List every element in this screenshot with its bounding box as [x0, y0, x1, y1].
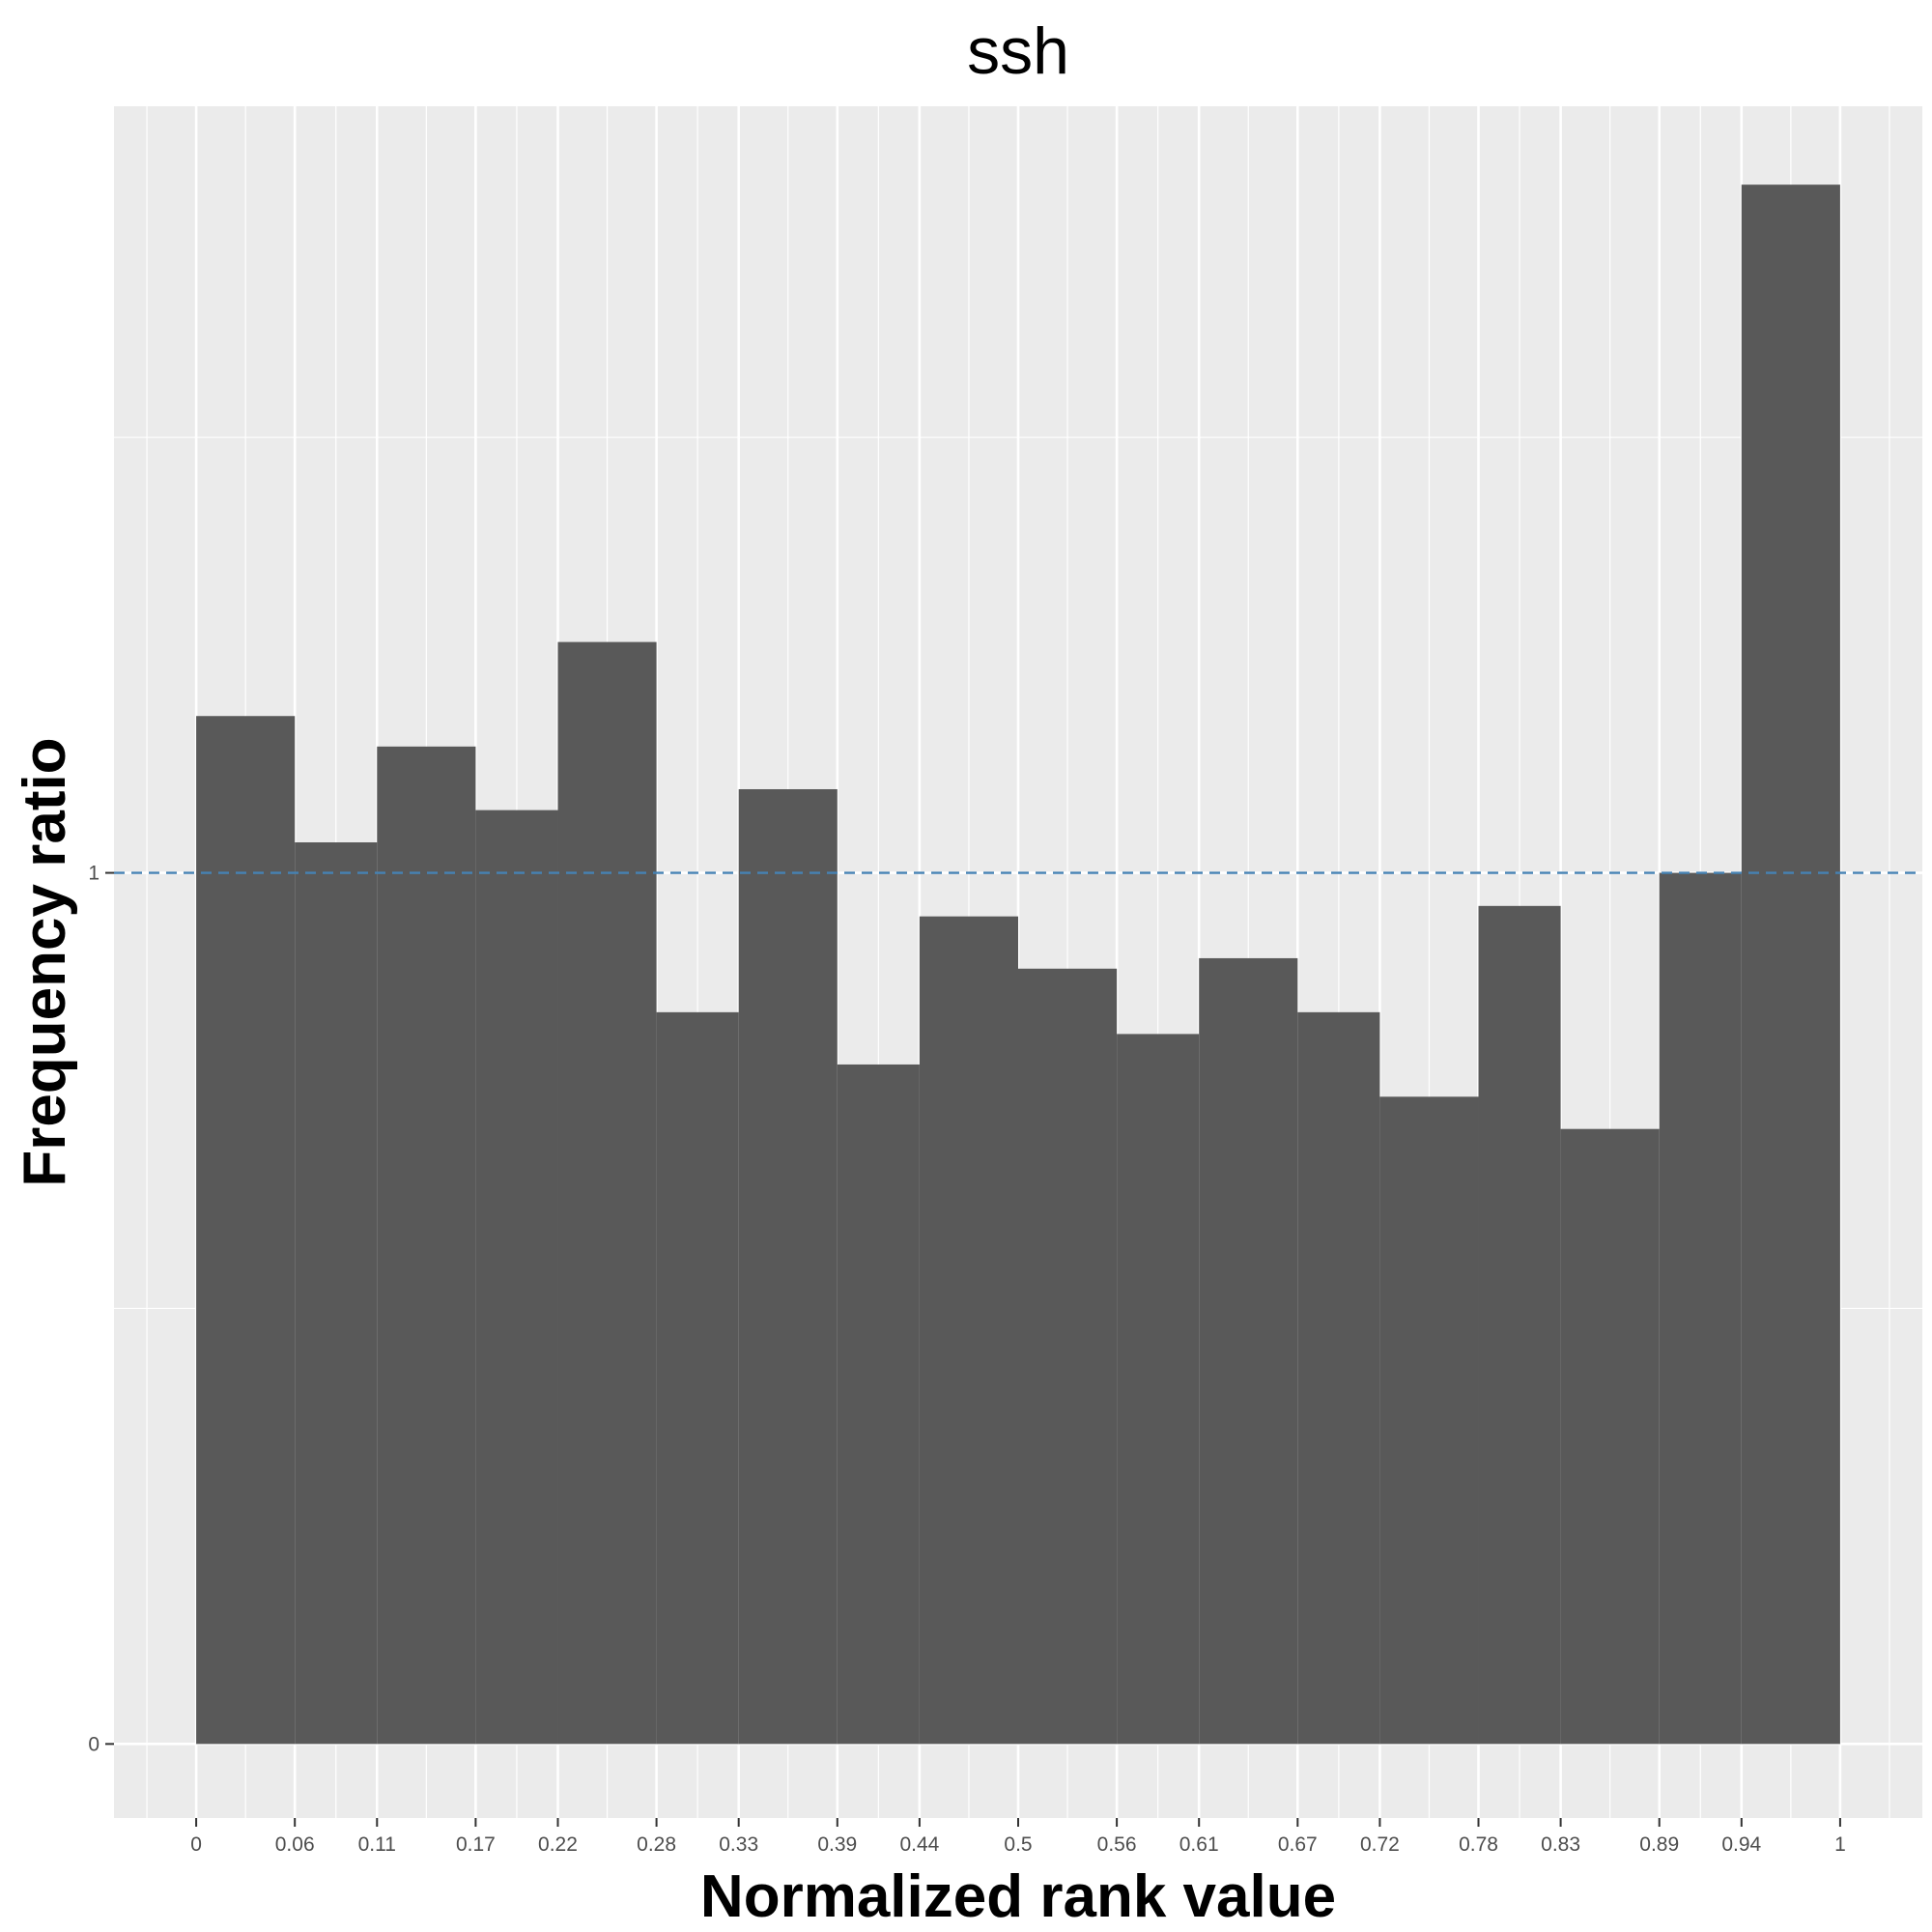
x-tick-label: 1	[1834, 1833, 1846, 1856]
histogram-bar	[295, 842, 378, 1745]
x-axis-label: Normalized rank value	[700, 1863, 1336, 1930]
x-tick-label: 0.11	[358, 1833, 396, 1856]
histogram-bar	[1199, 957, 1298, 1745]
x-tick-label: 0.67	[1278, 1833, 1318, 1856]
histogram-bar	[738, 788, 838, 1745]
bars	[196, 185, 1840, 1745]
histogram-bar	[1117, 1034, 1200, 1745]
x-tick-label: 0.33	[719, 1833, 758, 1856]
x-tick-label: 0.83	[1541, 1833, 1580, 1856]
histogram-bar	[196, 716, 296, 1745]
x-tick-label: 0.61	[1179, 1833, 1219, 1856]
histogram-bar	[1379, 1096, 1479, 1745]
y-tick-label: 0	[88, 1733, 99, 1755]
y-axis-label: Frequency ratio	[12, 737, 78, 1186]
histogram-bar	[919, 916, 1018, 1745]
x-axis-ticks: 0 0.06 0.11 0.17 0.22 0.28 0.33 0.39 0.44 0.5 0.56…	[190, 1818, 1846, 1856]
x-tick-label: 0.78	[1459, 1833, 1498, 1856]
histogram-bar	[475, 810, 558, 1745]
x-tick-label: 0.56	[1097, 1833, 1137, 1856]
histogram-bar	[656, 1011, 739, 1745]
histogram-bar	[1297, 1011, 1380, 1745]
x-tick-label: 0	[190, 1833, 202, 1856]
histogram-bar	[837, 1064, 920, 1745]
y-tick-label: 1	[88, 863, 99, 885]
histogram-bar	[1560, 1128, 1660, 1745]
x-tick-label: 0.44	[899, 1833, 939, 1856]
x-tick-label: 0.39	[817, 1833, 857, 1856]
histogram-bar	[1741, 185, 1840, 1745]
x-tick-label: 0.89	[1639, 1833, 1679, 1856]
x-tick-label: 0.06	[275, 1833, 315, 1856]
histogram-bar	[1659, 872, 1742, 1745]
histogram-bar	[557, 641, 657, 1745]
histogram-bar	[1478, 905, 1561, 1745]
histogram-bar	[1018, 968, 1118, 1745]
x-tick-label: 0.22	[538, 1833, 578, 1856]
histogram-bar	[377, 746, 476, 1745]
x-tick-label: 0.72	[1360, 1833, 1400, 1856]
y-axis-ticks: 01	[88, 863, 114, 1755]
x-tick-label: 0.5	[1004, 1833, 1032, 1856]
x-tick-label: 0.17	[456, 1833, 496, 1856]
x-tick-label: 0.94	[1721, 1833, 1761, 1856]
chart-title: ssh	[967, 14, 1069, 88]
x-tick-label: 0.28	[637, 1833, 676, 1856]
